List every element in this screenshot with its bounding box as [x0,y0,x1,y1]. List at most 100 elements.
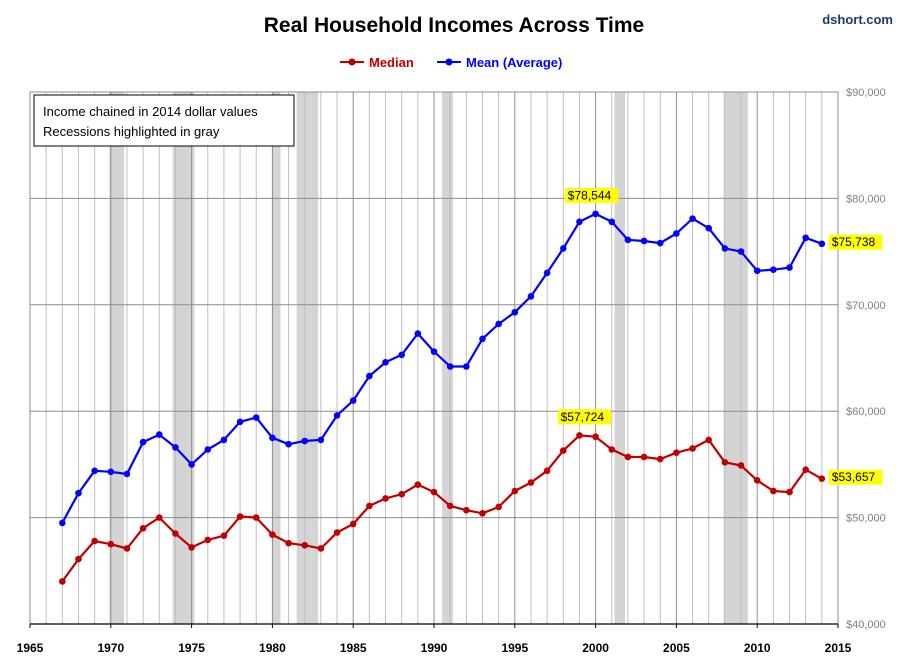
x-tick-label: 1980 [259,641,286,655]
mean-data-point [188,461,195,468]
median-data-point [349,520,357,528]
mean-data-point [721,245,729,252]
y-tick-label: $90,000 [846,87,886,99]
mean-data-point [689,215,696,222]
mean-data-point [673,230,680,237]
median-data-point [91,537,98,545]
mean-data-point [236,418,244,426]
median-data-point [592,433,599,441]
mean-data-point [333,412,341,419]
mean-data-point [220,436,228,444]
mean-data-point [737,248,745,255]
mean-data-point [543,269,551,277]
legend-median-label: Median [369,55,414,70]
median-peak-label: $57,724 [561,410,605,424]
median-data-point [59,578,66,585]
mean-data-point [592,210,599,218]
median-data-point [446,502,454,510]
legend-mean-marker [445,58,453,66]
mean-data-point [382,358,389,366]
median-data-point [673,449,680,456]
x-tick-label: 2005 [663,641,690,655]
median-data-point [172,530,179,537]
median-data-point [479,510,486,517]
mean-data-point [155,431,163,438]
median-data-point [123,545,131,552]
median-data-point [366,502,373,510]
median-data-point [75,555,82,563]
median-data-point [463,506,470,514]
mean-data-point [802,234,809,242]
mean-data-point [366,372,373,380]
recession-band [442,92,453,624]
note-line-1: Income chained in 2014 dollar values [43,104,258,119]
median-data-point [285,539,292,547]
y-tick-label: $60,000 [846,406,886,418]
median-data-point [398,490,405,498]
mean-data-point [608,218,616,226]
mean-data-point [107,468,115,476]
mean-data-point [753,267,761,275]
x-tick-label: 1965 [17,641,44,655]
x-tick-label: 1995 [501,641,528,655]
mean-data-point [91,467,98,475]
mean-data-point [786,264,793,271]
x-tick-label: 1985 [340,641,367,655]
note-box: Income chained in 2014 dollar values Rec… [33,94,295,147]
median-data-point [656,455,664,463]
mean-data-point [656,239,664,247]
mean-data-point [75,489,82,497]
median-data-point [576,432,583,439]
recession-band [109,92,125,624]
median-data-point [236,513,244,520]
median-data-point [624,453,632,461]
median-end-label: $53,657 [832,470,876,484]
median-data-point [220,532,228,539]
mean-data-point [139,438,147,446]
median-data-point [382,495,389,502]
legend-median-marker [348,58,356,66]
note-box-frame [33,94,295,147]
mean-data-point [301,437,309,445]
mean-data-point [414,330,422,337]
mean-data-point [123,470,131,478]
mean-data-point [511,308,519,316]
median-data-point [527,479,535,486]
median-data-point [107,540,115,548]
median-data-point [414,481,422,488]
mean-data-point [349,397,357,404]
mean-data-point [285,440,292,448]
mean-data-point [463,363,470,370]
mean-data-point [317,436,325,444]
median-data-point [188,544,195,551]
recession-band [296,92,319,624]
median-data-point [301,541,309,549]
median-data-point [543,467,551,475]
mean-data-point [479,335,486,343]
x-tick-label: 2015 [825,641,852,655]
x-tick-label: 1990 [421,641,448,655]
mean-data-point [576,218,583,226]
mean-data-point [430,348,438,355]
median-data-point [640,453,648,461]
mean-data-point [172,444,179,451]
mean-data-point [446,363,454,370]
median-peak-label-bg [557,409,612,425]
median-data-point [269,531,276,538]
mean-data-point [269,434,276,442]
mean-data-point [818,240,826,248]
chart-credit: dshort.com [822,12,893,27]
recession-band [614,92,626,624]
median-data-point [689,445,696,452]
y-tick-label: $40,000 [846,619,886,631]
y-tick-label: $80,000 [846,193,886,205]
mean-end-label: $75,738 [832,235,876,249]
mean-data-point [559,245,567,252]
median-data-point [204,536,212,544]
chart-legend: Median Mean (Average) [340,55,562,70]
mean-data-point [252,414,260,421]
x-tick-label: 2000 [582,641,609,655]
mean-peak-label: $78,544 [568,188,612,202]
median-data-point [753,477,761,484]
